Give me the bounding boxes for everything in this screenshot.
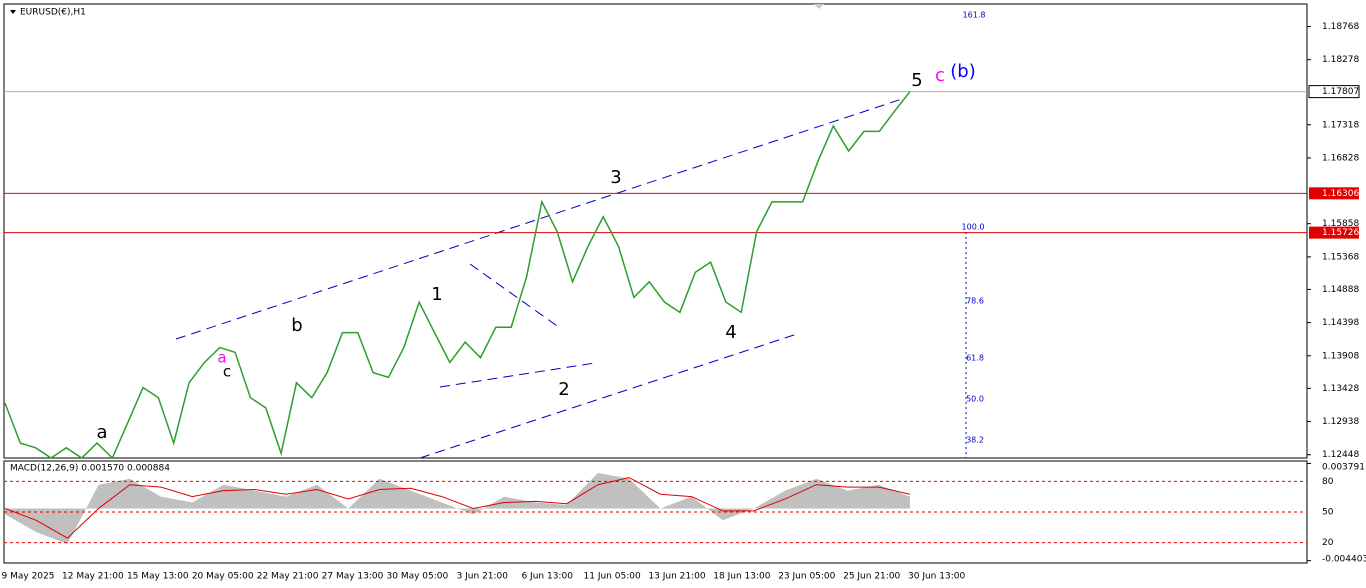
- price-label: 1.17807: [1322, 87, 1359, 97]
- wave-label: c: [935, 65, 945, 86]
- shift-marker[interactable]: [814, 4, 824, 9]
- wave-label: a: [96, 422, 107, 443]
- x-tick-label: 20 May 05:00: [192, 572, 254, 582]
- macd-level-label: 80: [1322, 477, 1334, 487]
- y-tick-label: 1.18768: [1322, 22, 1359, 32]
- fib-label: 78.6: [966, 297, 984, 306]
- x-tick-label: 22 May 21:00: [257, 572, 319, 582]
- fib-label: 161.8: [963, 11, 986, 20]
- macd-signal: [4, 477, 911, 539]
- y-tick-label: 1.13428: [1322, 384, 1359, 394]
- y-tick-label: 1.14888: [1322, 285, 1359, 295]
- y-tick-label: 1.13908: [1322, 351, 1359, 361]
- x-tick-label: 11 Jun 05:00: [584, 572, 641, 582]
- fib-label: 100.0: [962, 223, 985, 232]
- price-line-series: [4, 91, 911, 460]
- macd-pane: [3, 460, 1308, 564]
- y-tick-label: 1.18278: [1322, 55, 1359, 65]
- fib-label: 38.2: [966, 436, 984, 445]
- y-tick-label: 1.15368: [1322, 252, 1359, 262]
- y-tick-label: 1.12938: [1322, 417, 1359, 427]
- triangle-upper: [469, 263, 561, 329]
- level-tag: [1309, 226, 1359, 239]
- triangle-lower: [439, 362, 596, 388]
- macd-tick-label: -0.004403: [1322, 555, 1366, 565]
- level-label: 1.16306: [1322, 189, 1359, 199]
- macd-level-label: 20: [1322, 538, 1334, 548]
- wave-label: 2: [558, 379, 569, 400]
- menu-arrow[interactable]: [10, 10, 16, 14]
- price-tag: [1308, 85, 1360, 99]
- channel: [175, 97, 967, 459]
- macd-tick-label: 0.003791: [1322, 463, 1365, 473]
- y-tick-label: 1.15858: [1322, 219, 1359, 229]
- y-tick-label: 1.17318: [1322, 120, 1359, 130]
- wave-label: c: [223, 363, 231, 381]
- x-tick-label: 18 Jun 13:00: [713, 572, 770, 582]
- x-tick-label: 23 Jun 05:00: [778, 572, 835, 582]
- wave-label: 1: [431, 284, 442, 305]
- x-tick-label: 15 May 13:00: [127, 572, 189, 582]
- wave-label: 4: [725, 322, 736, 343]
- x-tick-label: 6 Jun 13:00: [521, 572, 573, 582]
- x-tick-label: 30 Jun 13:00: [908, 572, 965, 582]
- level-tag: [1309, 187, 1359, 200]
- wave-label: (b): [950, 61, 975, 82]
- price-pane: [3, 3, 1308, 459]
- chart-title: EURUSD(€),H1: [20, 8, 86, 18]
- x-tick-label: 30 May 05:00: [387, 572, 449, 582]
- wave-label: b: [291, 315, 302, 336]
- y-tick-label: 1.14398: [1322, 318, 1359, 328]
- wave-label: 3: [610, 167, 621, 188]
- x-tick-label: 3 Jun 21:00: [457, 572, 509, 582]
- x-tick-label: 27 May 13:00: [322, 572, 384, 582]
- channel-lower: [419, 333, 798, 459]
- y-tick-label: 1.16828: [1322, 153, 1359, 163]
- macd-level-label: 50: [1322, 508, 1334, 518]
- fib-label: 50.0: [966, 395, 984, 404]
- x-tick-label: 25 Jun 21:00: [843, 572, 900, 582]
- wave-label: 5: [911, 70, 922, 91]
- x-tick-label: 12 May 21:00: [62, 572, 124, 582]
- wave-label: a: [217, 349, 226, 367]
- macd-title: MACD(12,26,9) 0.001570 0.000884: [10, 464, 170, 474]
- x-tick-label: 9 May 2025: [2, 572, 55, 582]
- level-label: 1.15726: [1322, 228, 1359, 238]
- fib-label: 61.8: [966, 354, 984, 363]
- x-tick-label: 13 Jun 21:00: [648, 572, 705, 582]
- y-tick-label: 1.12448: [1322, 450, 1359, 460]
